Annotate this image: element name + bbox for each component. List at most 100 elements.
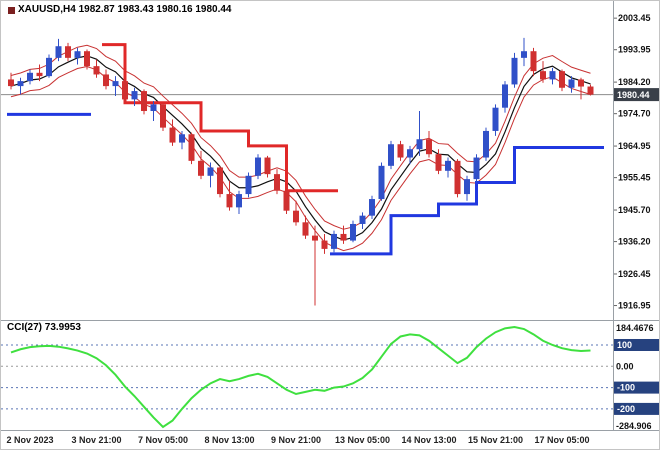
cci-chart-layer[interactable] [1,325,613,429]
candle[interactable] [274,169,280,195]
candle[interactable] [397,140,404,161]
candle[interactable] [65,42,71,62]
candle[interactable] [426,130,432,158]
time-tick-label: 2 Nov 2023 [6,435,53,445]
current-price-badge [614,88,659,102]
candle[interactable] [27,69,33,85]
candle[interactable] [293,200,299,226]
candle[interactable] [302,215,309,239]
envelope-upper-line [10,44,591,230]
candle[interactable] [245,172,252,198]
symbol-ohlc-header: XAUUSD,H4 1982.87 1983.43 1980.16 1980.4… [18,4,232,15]
candle[interactable] [84,49,90,70]
price-tick-label: 1974.70 [618,109,651,119]
candle[interactable] [74,47,81,65]
candle[interactable] [464,175,470,201]
cci-indicator-label: CCI(27) 73.9953 [7,322,81,333]
price-tick-label: 1955.45 [618,173,651,183]
candle[interactable] [217,165,223,198]
candle[interactable] [93,59,100,78]
candle[interactable] [122,79,128,103]
cci-level-badge-label: 100 [617,340,632,350]
candle[interactable] [255,154,261,180]
candle[interactable] [445,157,451,178]
price-tick-label: 1916.95 [618,301,651,311]
candle[interactable] [141,89,147,115]
candle[interactable] [549,67,556,85]
candle[interactable] [378,162,385,201]
candle[interactable] [169,119,176,146]
cci-level-badge [614,381,659,394]
price-tick-label: 2003.45 [618,13,651,23]
main-chart-layer[interactable] [1,37,613,306]
candle[interactable] [511,52,518,88]
candle[interactable] [321,233,328,254]
cci-level-badge-label: -100 [617,383,635,393]
cci-zero-label: 0.00 [616,361,634,371]
candle[interactable] [112,76,119,97]
time-tick-label: 15 Nov 21:00 [468,435,523,445]
price-tick-label: 1926.45 [618,269,651,279]
candle[interactable] [473,154,480,183]
candle[interactable] [160,102,166,131]
cci-min-label: -284.906 [616,421,652,431]
ma-line [10,55,591,241]
time-tick-label: 8 Nov 13:00 [204,435,254,445]
candle[interactable] [226,180,233,211]
candle[interactable] [283,185,290,215]
cci-level-badge [614,338,659,351]
chart-marker-icon [8,7,15,14]
candle[interactable] [46,54,52,78]
candle[interactable] [540,61,546,83]
candle[interactable] [150,101,157,121]
candle[interactable] [369,195,375,219]
time-tick-label: 17 Nov 05:00 [534,435,589,445]
candle[interactable] [568,76,575,93]
candle[interactable] [340,225,347,244]
candle[interactable] [578,77,584,100]
time-tick-label: 13 Nov 05:00 [335,435,390,445]
candle[interactable] [207,162,214,188]
candle[interactable] [502,81,508,113]
price-axis: 2003.45 1993.95 1984.20 1974.70 1964.95 1955.… [613,13,659,311]
candle[interactable] [407,145,413,165]
candle[interactable] [55,38,62,62]
candle[interactable] [388,140,394,170]
candle[interactable] [103,69,109,90]
price-tick-label: 1945.70 [618,205,651,215]
cci-level-badge [614,402,659,415]
current-price-badge-label: 1980.44 [617,90,650,100]
candle[interactable] [359,212,366,229]
candle[interactable] [492,104,499,136]
candle[interactable] [587,84,594,96]
candle[interactable] [350,220,356,243]
cci-line [10,325,591,429]
candle[interactable] [483,127,489,161]
candle[interactable] [236,190,242,215]
candle[interactable] [331,230,337,253]
candle[interactable] [416,111,423,156]
candle[interactable] [198,150,204,180]
candle[interactable] [559,69,565,92]
candle[interactable] [312,225,318,306]
candle[interactable] [530,47,537,77]
candle[interactable] [179,130,185,150]
candle[interactable] [17,77,24,95]
time-axis: 2 Nov 2023 3 Nov 21:00 7 Nov 05:00 8 Nov 13… [6,435,589,445]
time-tick-label: 3 Nov 21:00 [71,435,121,445]
candle[interactable] [188,132,195,165]
candle[interactable] [454,159,461,198]
time-tick-label: 9 Nov 21:00 [271,435,321,445]
cci-level-badge-label: -200 [617,404,635,414]
candle[interactable] [131,87,138,107]
candle[interactable] [36,64,43,82]
price-tick-label: 1984.20 [618,77,651,87]
candle[interactable] [435,149,442,175]
price-tick-label: 1964.95 [618,141,651,151]
candle[interactable] [521,37,527,67]
candle[interactable] [264,155,271,178]
price-tick-label: 1936.20 [618,237,651,247]
candle[interactable] [8,72,14,90]
